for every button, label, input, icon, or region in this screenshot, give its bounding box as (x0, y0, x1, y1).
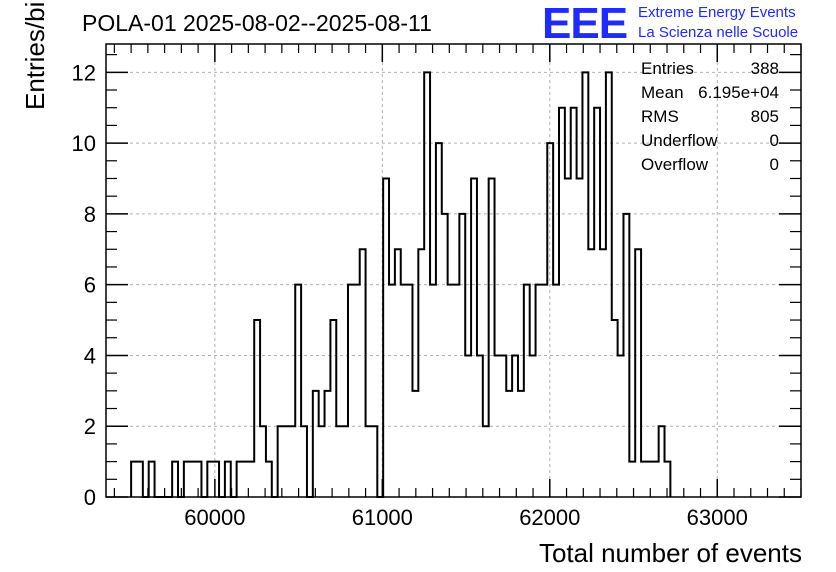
y-tick-label: 0 (84, 485, 96, 510)
x-axis-ticks: 60000 61000 62000 63000 (113, 44, 802, 530)
x-tick-label: 61000 (352, 505, 413, 530)
chart-title: POLA-01 2025-08-02--2025-08-11 (82, 10, 432, 36)
y-axis-label: Entries/bin (20, 0, 50, 110)
logo-line-1: Extreme Energy Events (638, 4, 796, 21)
stats-row-entries: Entries 388 (641, 59, 779, 83)
stats-key: Mean (641, 83, 684, 102)
y-tick-label: 10 (72, 131, 96, 156)
stats-row-rms: RMS 805 (641, 107, 779, 131)
x-axis-label: Total number of events (538, 538, 802, 568)
stats-value: 6.195e+04 (698, 83, 779, 102)
x-tick-label: 63000 (687, 505, 748, 530)
stats-value: 388 (750, 59, 779, 78)
stats-value: 805 (750, 107, 779, 126)
y-tick-label: 4 (84, 343, 96, 368)
stats-box: Entries 388 Mean 6.195e+04 RMS 805 Under… (641, 59, 779, 179)
histogram-outline (130, 71, 672, 498)
stats-key: RMS (641, 107, 679, 126)
logo-line-2: La Scienza nelle Scuole (638, 24, 799, 41)
plot-frame (105, 43, 802, 498)
stats-key: Overflow (641, 155, 709, 174)
stats-value: 0 (769, 131, 779, 150)
stats-value: 0 (769, 155, 779, 174)
stats-row-overflow: Overflow 0 (641, 155, 779, 179)
y-tick-label: 12 (72, 60, 96, 85)
stats-key: Underflow (641, 131, 718, 150)
y-tick-label: 6 (84, 273, 96, 298)
eee-logo: EEE (542, 0, 628, 48)
stats-key: Entries (641, 59, 694, 78)
y-tick-label: 8 (84, 202, 96, 227)
stats-row-mean: Mean 6.195e+04 (641, 83, 779, 107)
y-tick-label: 2 (84, 414, 96, 439)
y-axis-ticks: 0 2 4 6 8 10 12 (72, 54, 801, 510)
x-tick-label: 62000 (519, 505, 580, 530)
x-tick-label: 60000 (184, 505, 245, 530)
grid-lines (106, 44, 801, 497)
stats-row-underflow: Underflow 0 (641, 131, 779, 155)
